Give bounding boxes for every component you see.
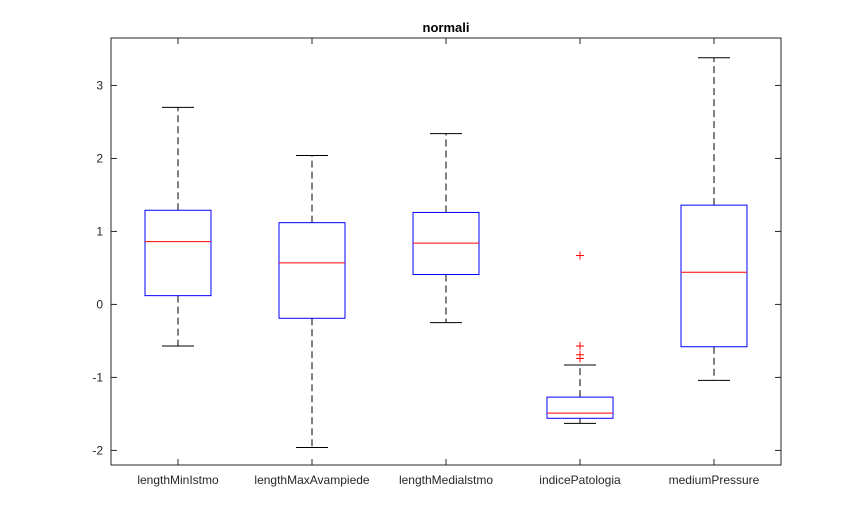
x-axis-ticks: lengthMinIstmo lengthMaxAvampiede lengthMe… [137,38,760,487]
plot-area-frame [110,37,782,466]
box-mediumPressure [680,57,748,381]
box-lengthMedialstmo [412,133,480,324]
chart-title: normali [423,20,470,35]
y-tick-label: 0 [96,297,103,311]
y-tick-label: 2 [96,151,103,165]
x-tick-label: lengthMedialstmo [399,473,493,487]
y-axis-ticks: -2 -1 0 1 2 3 [92,78,781,457]
interquartile-box [546,396,614,419]
outlier-marker [576,354,584,363]
x-tick-label: lengthMaxAvampiede [254,473,370,487]
y-tick-label: 1 [96,224,103,238]
interquartile-box [278,222,346,319]
interquartile-box [144,209,212,297]
y-tick-label: -2 [92,443,103,457]
box-lengthMaxAvampiede [278,155,346,448]
outlier-marker [576,342,584,351]
box-lengthMinIstmo [144,106,212,347]
outlier-marker [576,251,584,260]
y-tick-label: 3 [96,78,103,92]
y-tick-label: -1 [92,370,103,384]
interquartile-box [680,204,748,348]
x-tick-label: indicePatologia [539,473,621,487]
boxes [144,57,748,448]
box-indicePatologia [546,251,614,424]
x-tick-label: lengthMinIstmo [137,473,219,487]
x-tick-label: mediumPressure [669,473,760,487]
